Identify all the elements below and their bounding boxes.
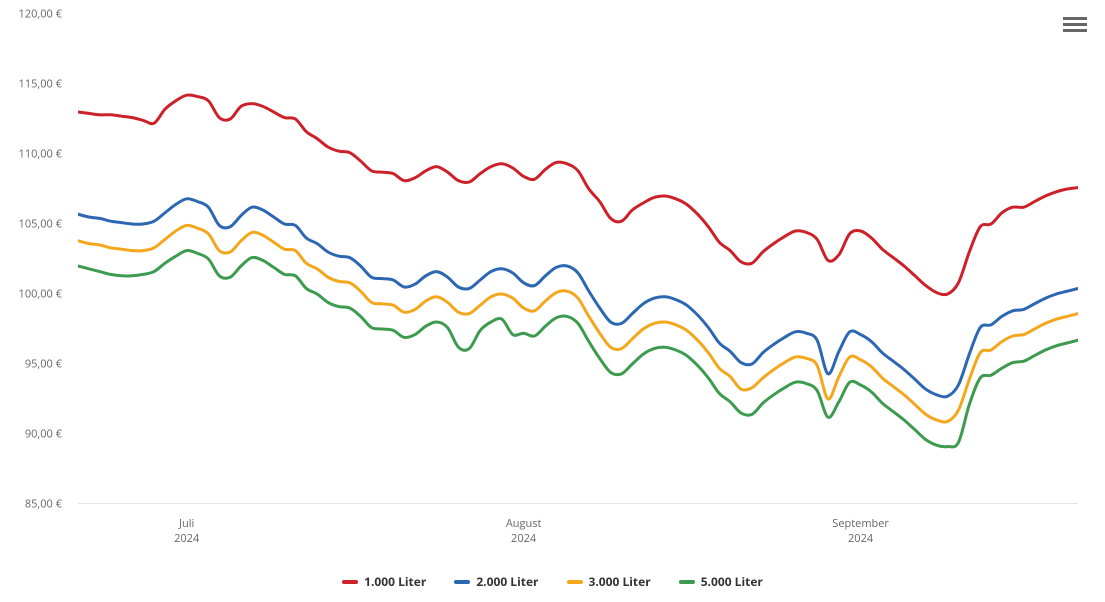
y-axis-label: 110,00 € bbox=[2, 147, 62, 162]
x-axis-label: Juli2024 bbox=[174, 516, 199, 547]
y-axis-label: 85,00 € bbox=[2, 497, 62, 512]
y-axis-label: 100,00 € bbox=[2, 287, 62, 302]
legend-swatch bbox=[679, 580, 695, 584]
y-axis-label: 120,00 € bbox=[2, 7, 62, 22]
y-axis-label: 115,00 € bbox=[2, 77, 62, 92]
x-axis: Juli2024 August2024 September2024 bbox=[0, 516, 1105, 556]
legend-swatch bbox=[567, 580, 583, 584]
legend-item[interactable]: 5.000 Liter bbox=[679, 573, 763, 590]
legend-item[interactable]: 3.000 Liter bbox=[567, 573, 651, 590]
legend-item[interactable]: 2.000 Liter bbox=[454, 573, 538, 590]
plot-area bbox=[78, 14, 1078, 504]
series-1-000-liter bbox=[78, 95, 1078, 295]
price-chart: 85,00 € 90,00 € 95,00 € 100,00 € 105,00 € 110… bbox=[0, 0, 1105, 602]
y-axis-label: 105,00 € bbox=[2, 217, 62, 232]
legend-label: 3.000 Liter bbox=[589, 573, 651, 590]
legend-label: 5.000 Liter bbox=[701, 573, 763, 590]
legend-swatch bbox=[342, 580, 358, 584]
y-axis-label: 90,00 € bbox=[2, 427, 62, 442]
y-axis-label: 95,00 € bbox=[2, 357, 62, 372]
legend-label: 1.000 Liter bbox=[364, 573, 426, 590]
legend-swatch bbox=[454, 580, 470, 584]
x-axis-label: August2024 bbox=[506, 516, 542, 547]
legend-item[interactable]: 1.000 Liter bbox=[342, 573, 426, 590]
legend: 1.000 Liter 2.000 Liter 3.000 Liter 5.000 L… bbox=[0, 571, 1105, 591]
x-axis-label: September2024 bbox=[832, 516, 889, 547]
legend-label: 2.000 Liter bbox=[476, 573, 538, 590]
